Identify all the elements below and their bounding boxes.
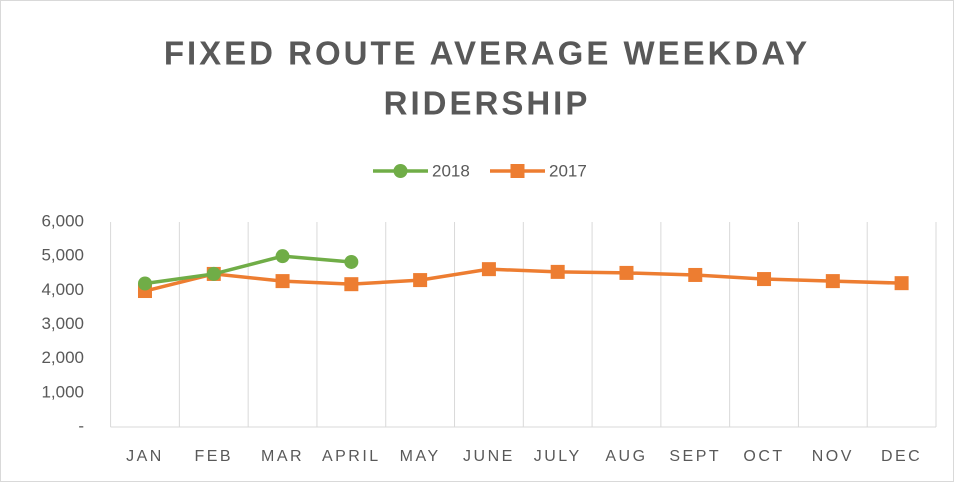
data-point (550, 264, 565, 279)
series-line (144, 267, 902, 293)
x-tick-label: JAN (126, 448, 164, 465)
y-tick-label: 6,000 (41, 211, 84, 230)
x-tick-label: AUG (605, 448, 647, 465)
legend-marker (393, 164, 408, 178)
data-point (275, 249, 290, 264)
data-point (619, 265, 634, 280)
legend-label: 2017 (549, 161, 587, 180)
data-point (757, 272, 772, 287)
chart-title: FIXED ROUTE AVERAGE WEEKDAY (164, 35, 810, 72)
series-line (144, 254, 352, 286)
data-point (206, 266, 221, 281)
y-tick-label: 5,000 (41, 246, 84, 265)
x-tick-label: DEC (881, 448, 922, 465)
x-tick-label: SEPT (669, 448, 721, 465)
x-tick-label: MAY (400, 448, 441, 465)
data-point (481, 262, 496, 277)
x-tick-label: OCT (743, 448, 784, 465)
x-tick-label: NOV (812, 448, 854, 465)
legend-marker (510, 164, 525, 178)
y-tick-label: 4,000 (41, 280, 84, 299)
y-tick-label: - (78, 416, 84, 435)
data-point (825, 274, 840, 289)
data-point (413, 273, 428, 288)
data-point (894, 276, 909, 291)
data-point (137, 276, 152, 291)
data-point (688, 267, 703, 282)
x-tick-label: MAR (261, 448, 304, 465)
chart-title: RIDERSHIP (384, 85, 591, 122)
x-tick-label: JULY (534, 448, 582, 465)
data-point (344, 277, 359, 292)
y-tick-label: 2,000 (41, 348, 84, 367)
data-point (344, 254, 359, 269)
x-tick-label: APRIL (322, 448, 381, 465)
x-tick-label: FEB (194, 448, 233, 465)
data-point (275, 274, 290, 289)
legend-label: 2018 (432, 161, 470, 180)
y-tick-label: 3,000 (41, 314, 84, 333)
x-tick-label: JUNE (463, 448, 515, 465)
y-tick-label: 1,000 (41, 382, 84, 401)
